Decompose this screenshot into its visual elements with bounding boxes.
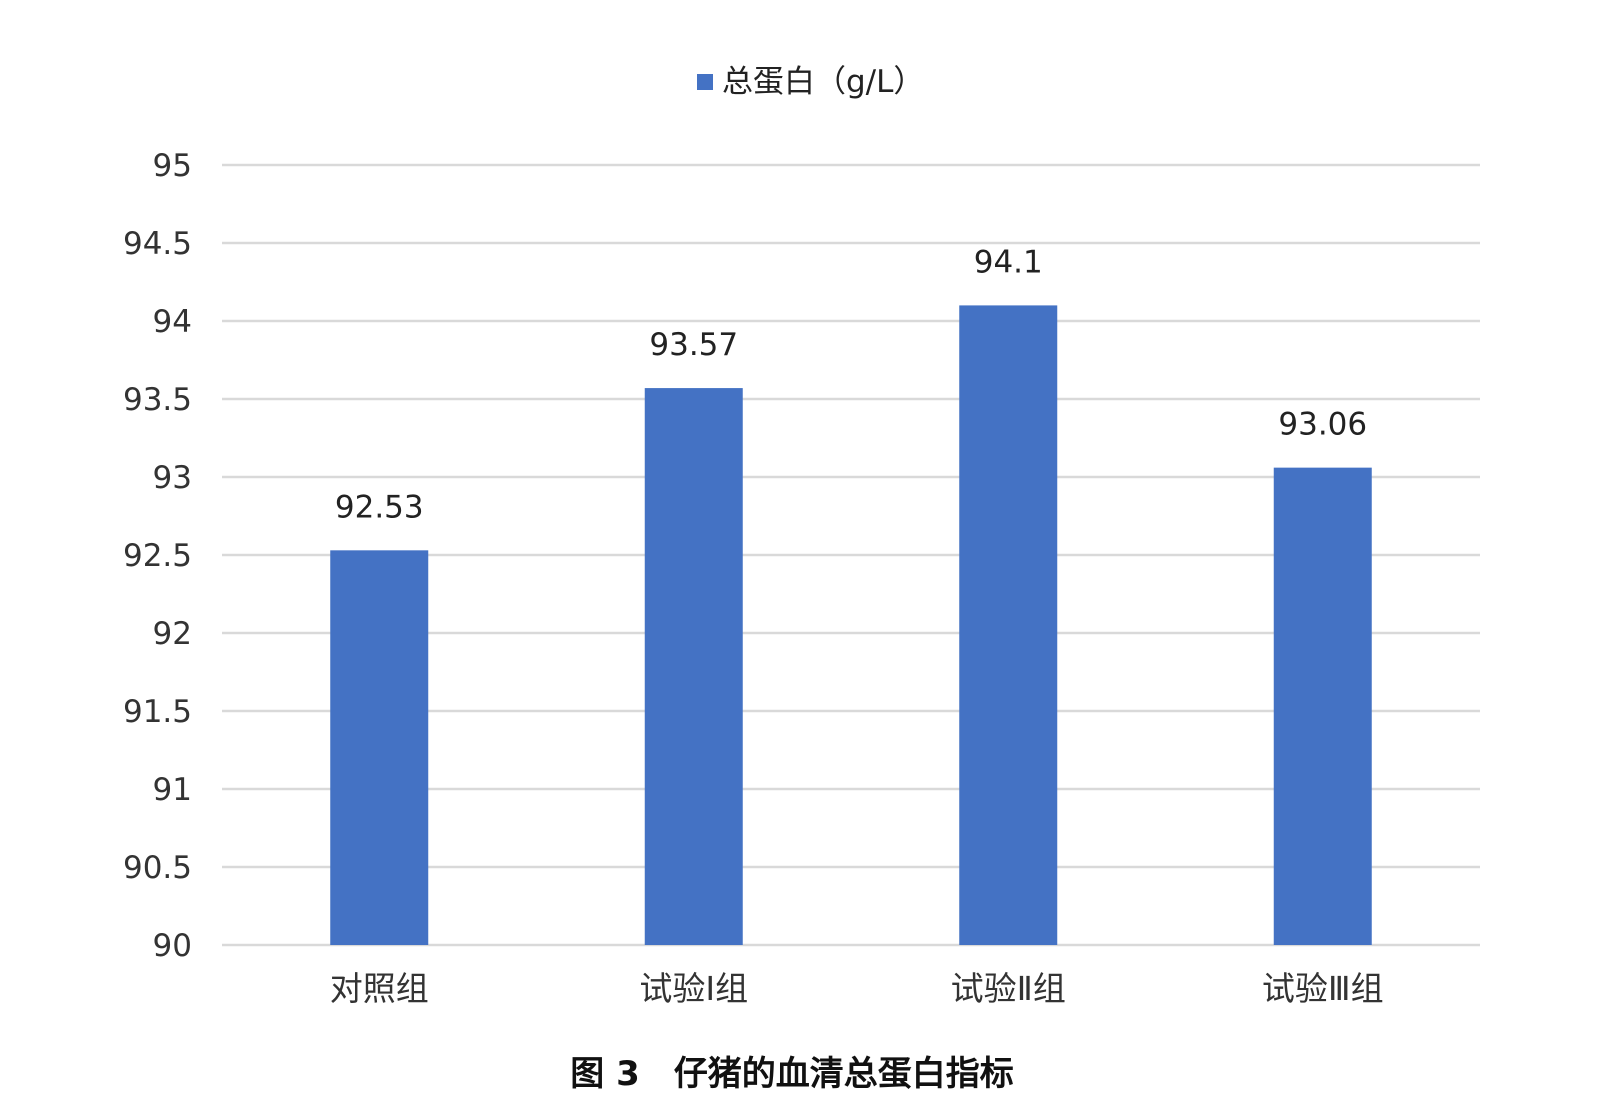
- y-axis-ticks: 90 90.5 91 91.5 92 92.5 93 93.5 94 94.5 95: [123, 148, 192, 964]
- y-tick-label: 94: [153, 304, 192, 340]
- data-label: 92.53: [335, 489, 424, 525]
- y-tick-label: 91: [153, 772, 192, 808]
- bar: [644, 388, 743, 946]
- y-tick-label: 92.5: [123, 538, 192, 574]
- x-axis-categories: 对照组 试验Ⅰ组 试验Ⅱ组 试验Ⅲ组: [330, 969, 1384, 1008]
- x-category-label: 试验Ⅱ组: [951, 969, 1066, 1008]
- data-label: 93.06: [1278, 407, 1367, 443]
- data-label: 94.1: [974, 244, 1043, 280]
- y-tick-label: 91.5: [123, 694, 192, 730]
- gridlines: [222, 163, 1480, 947]
- y-tick-label: 95: [153, 148, 192, 184]
- y-tick-label: 93.5: [123, 382, 192, 418]
- y-tick-label: 94.5: [123, 226, 192, 262]
- legend: 总蛋白（g/L）: [697, 64, 924, 100]
- figure-caption: 图 3 仔猪的血清总蛋白指标: [570, 1054, 1014, 1094]
- bar: [1273, 467, 1372, 945]
- x-category-label: 试验Ⅰ组: [639, 969, 748, 1008]
- data-label: 93.57: [649, 327, 738, 363]
- bars: [330, 305, 1372, 946]
- data-labels: 92.53 93.57 94.1 93.06: [335, 244, 1367, 525]
- legend-swatch: [697, 74, 713, 90]
- y-tick-label: 90: [153, 928, 192, 964]
- y-tick-label: 92: [153, 616, 192, 652]
- legend-label: 总蛋白（g/L）: [722, 64, 924, 100]
- bar: [959, 305, 1058, 945]
- x-category-label: 试验Ⅲ组: [1262, 969, 1384, 1008]
- x-category-label: 对照组: [330, 969, 429, 1008]
- y-tick-label: 90.5: [123, 850, 192, 886]
- bar: [330, 550, 429, 945]
- y-tick-label: 93: [153, 460, 192, 496]
